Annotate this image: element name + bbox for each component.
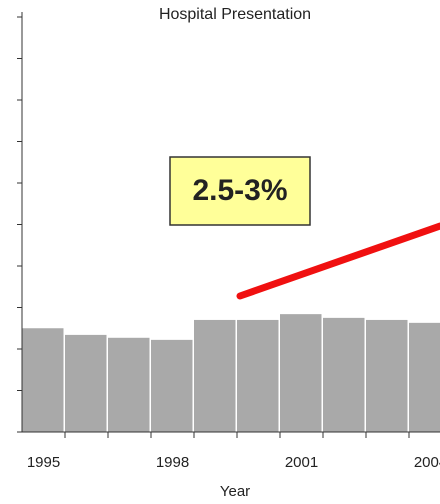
bar: [108, 337, 150, 432]
bar: [366, 319, 408, 432]
bar: [22, 328, 64, 432]
x-tick-label: 2004: [414, 454, 440, 471]
bar: [280, 314, 322, 432]
annotation: 2.5-3%: [192, 174, 287, 207]
bar: [409, 322, 440, 432]
chart-title: Hospital Presentation: [159, 6, 311, 23]
annotation-box: [169, 156, 311, 226]
x-tick-label: 1998: [156, 454, 189, 471]
trend-arrow: [236, 222, 440, 300]
bar: [237, 319, 279, 432]
x-tick-label: 2001: [285, 454, 318, 471]
bar: [151, 339, 193, 432]
x-tick-label: 1995: [27, 454, 60, 471]
bar: [323, 317, 365, 432]
x-axis-label: Year: [220, 483, 250, 500]
bar: [65, 334, 107, 432]
bar: [194, 319, 236, 432]
